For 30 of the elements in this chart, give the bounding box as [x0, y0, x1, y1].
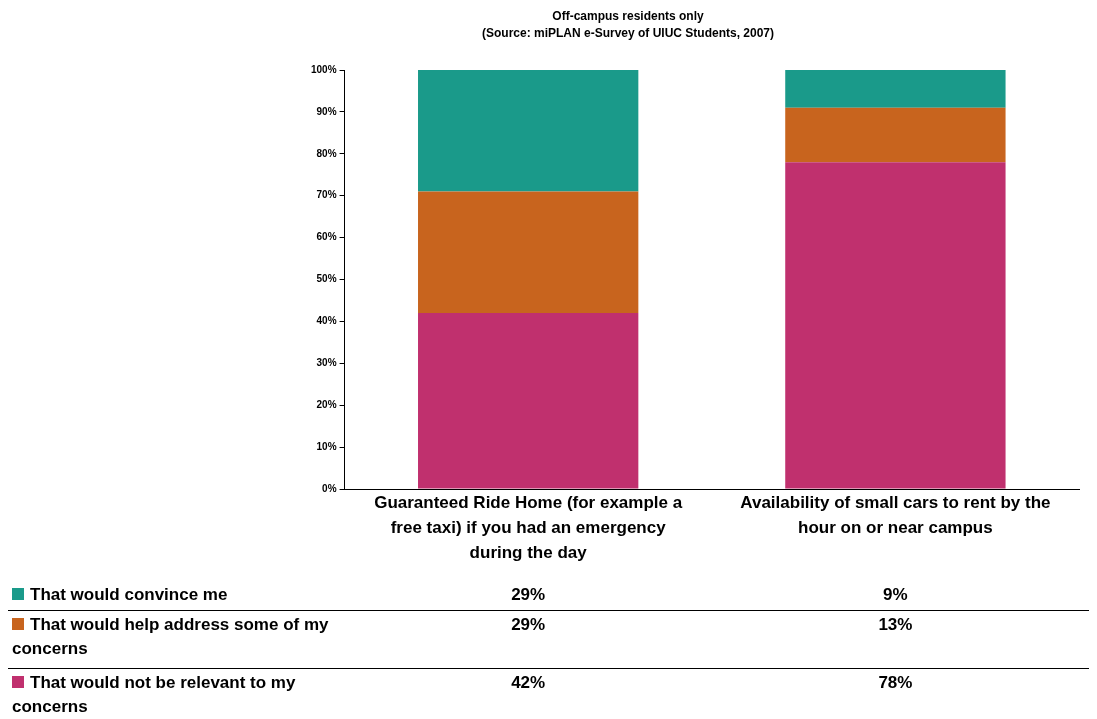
- bar: [418, 313, 639, 489]
- y-tick-label: 80%: [316, 147, 337, 159]
- y-tick-label: 30%: [316, 357, 337, 369]
- bar: [418, 70, 639, 192]
- y-tick-label: 100%: [311, 63, 337, 75]
- bar: [418, 191, 639, 314]
- legend-label: That would help address some of my concerns: [12, 615, 329, 658]
- x-tick-label: Guaranteed Ride Home (for example a free taxi) if you had an emergency during the day: [373, 492, 684, 564]
- bar: [785, 107, 1006, 163]
- bar: [785, 70, 1006, 108]
- y-tick-label: 50%: [316, 273, 337, 285]
- y-tick-label: 10%: [316, 440, 337, 452]
- legend-label: That would convince me: [30, 585, 228, 604]
- y-tick-label: 70%: [316, 189, 337, 201]
- y-tick-label: 20%: [316, 398, 337, 410]
- y-tick-label: 60%: [316, 231, 337, 243]
- data-label: 13%: [877, 614, 914, 636]
- y-tick-label: 0%: [322, 482, 337, 494]
- chart-title: Off-campus residents only: [551, 8, 705, 25]
- bar: [785, 162, 1006, 489]
- x-tick-label: Availability of small cars to rent by the hour on or near campus: [739, 492, 1052, 539]
- y-tick-label: 90%: [316, 105, 337, 117]
- data-label: 29%: [510, 584, 547, 606]
- y-tick-label: 40%: [316, 315, 337, 327]
- data-label: 42%: [510, 672, 547, 694]
- data-label: 78%: [877, 672, 914, 694]
- chart-subtitle: (Source: miPLAN e-Survey of UIUC Students, 2007): [480, 25, 776, 42]
- data-label: 9%: [882, 584, 909, 606]
- data-label: 29%: [510, 614, 547, 636]
- legend-label: That would not be relevant to my concerns: [12, 673, 296, 716]
